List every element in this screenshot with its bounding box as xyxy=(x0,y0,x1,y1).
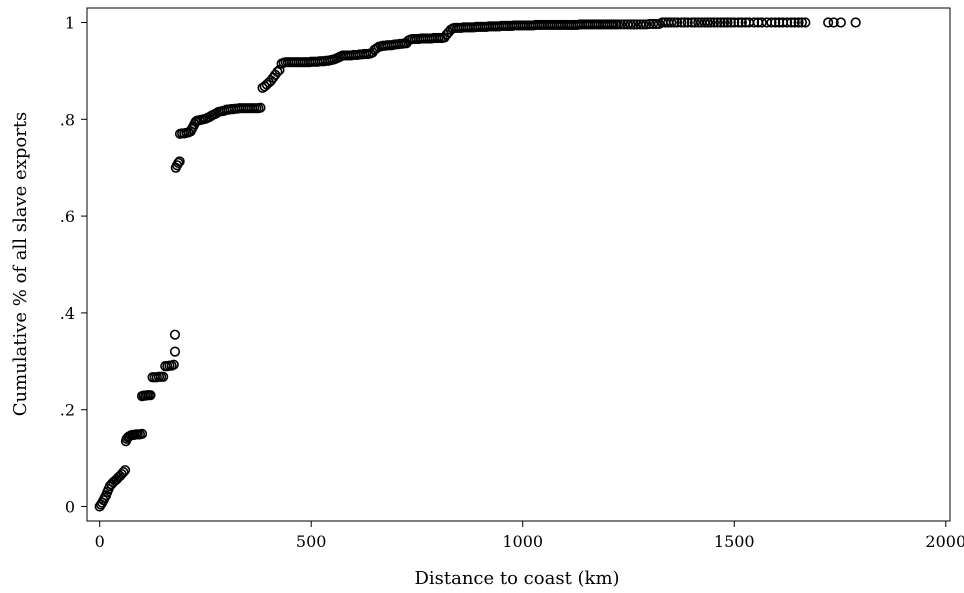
data-point xyxy=(756,17,767,28)
data-point xyxy=(679,17,690,28)
plot-frame xyxy=(86,7,951,522)
x-tick-label: 1500 xyxy=(714,532,755,551)
data-point xyxy=(770,17,781,28)
data-point xyxy=(705,17,716,28)
data-point xyxy=(647,18,659,30)
data-point xyxy=(145,390,156,401)
data-point xyxy=(729,17,740,28)
data-point xyxy=(169,346,181,357)
data-point xyxy=(672,17,683,28)
x-axis-title: Distance to coast (km) xyxy=(414,568,619,589)
x-tick-label: 1000 xyxy=(502,532,543,551)
data-point xyxy=(676,17,687,28)
data-point xyxy=(111,474,122,485)
data-point xyxy=(708,17,720,28)
data-point xyxy=(615,19,626,30)
data-point xyxy=(793,17,804,28)
data-point xyxy=(800,17,811,28)
data-point xyxy=(835,17,846,28)
data-point xyxy=(682,17,693,28)
data-point xyxy=(628,19,639,30)
data-point xyxy=(638,19,649,30)
data-point xyxy=(169,329,181,340)
x-tick-label: 0 xyxy=(95,532,105,551)
x-tick-label: 2000 xyxy=(925,532,964,551)
data-point xyxy=(136,428,148,439)
data-point xyxy=(702,17,713,28)
data-point xyxy=(119,465,131,476)
data-point xyxy=(641,19,652,30)
x-axis: 0 500 1000 1500 2000 xyxy=(95,521,964,551)
y-tick-label: .8 xyxy=(60,110,75,129)
data-point xyxy=(733,17,744,28)
data-point xyxy=(255,102,266,113)
data-point xyxy=(272,66,283,77)
data-point xyxy=(625,19,636,30)
data-point xyxy=(715,17,726,28)
y-axis-title: Cumulative % of all slave exports xyxy=(10,112,31,417)
data-point xyxy=(650,18,662,30)
y-tick-label: 0 xyxy=(65,497,75,516)
data-point xyxy=(736,17,747,28)
y-tick-label: .6 xyxy=(60,207,75,226)
data-point xyxy=(174,156,185,167)
data-point xyxy=(796,17,808,28)
data-point xyxy=(725,17,736,28)
data-point xyxy=(274,64,285,76)
y-tick-label: .2 xyxy=(60,401,75,420)
data-point xyxy=(823,17,834,28)
data-point xyxy=(789,17,800,28)
data-point xyxy=(712,17,723,28)
data-point xyxy=(689,17,701,28)
data-point xyxy=(786,17,797,28)
data-point xyxy=(612,19,624,30)
data-point xyxy=(850,17,861,28)
data-point xyxy=(118,467,129,478)
data-point xyxy=(749,17,760,28)
data-point xyxy=(173,157,184,168)
data-point xyxy=(158,371,169,382)
data-point xyxy=(666,17,677,28)
data-point xyxy=(828,17,839,28)
y-axis: 0 .2 .4 .6 .8 1 xyxy=(60,14,87,516)
x-tick-label: 500 xyxy=(296,532,327,551)
data-point xyxy=(669,17,680,28)
data-point xyxy=(718,17,730,28)
data-point xyxy=(766,17,777,28)
data-point xyxy=(113,472,124,483)
data-point xyxy=(722,17,733,28)
y-tick-label: 1 xyxy=(65,14,75,33)
data-points xyxy=(94,17,861,512)
data-point xyxy=(782,17,793,28)
y-tick-label: .4 xyxy=(60,304,75,323)
data-point xyxy=(168,359,179,370)
